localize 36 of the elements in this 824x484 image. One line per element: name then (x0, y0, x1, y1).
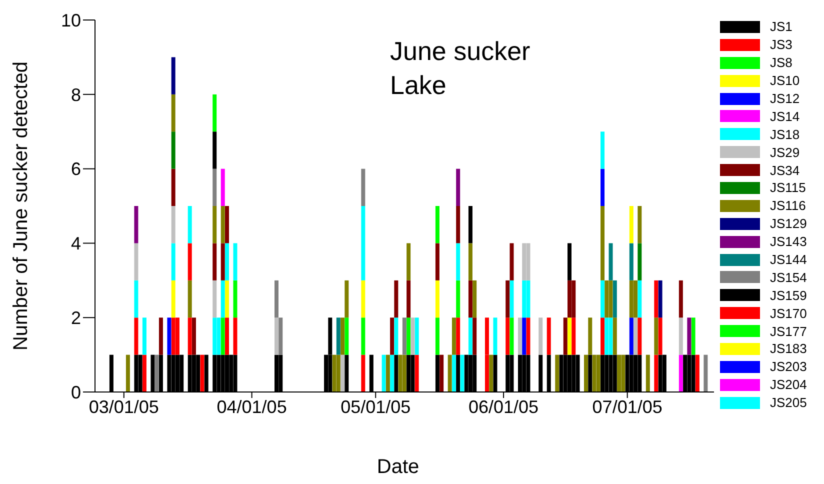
legend-label: JS3 (770, 37, 792, 52)
legend-label: JS116 (770, 198, 806, 214)
x-tick-label: 03/01/05 (88, 396, 159, 417)
legend-label: JS144 (770, 252, 807, 268)
x-axis-title: Date (376, 456, 420, 479)
legend-label: JS10 (770, 73, 800, 88)
y-tick-label: 4 (70, 234, 81, 254)
y-tick-label: 10 (60, 10, 81, 30)
legend-label: JS183 (770, 341, 807, 356)
y-axis-title: Number of June sucker detected (10, 61, 32, 351)
legend-label: JS159 (770, 288, 807, 303)
legend-label: JS14 (770, 108, 800, 124)
legend-label: JS205 (770, 395, 807, 410)
legend-label: JS34 (770, 162, 800, 178)
legend-label: JS203 (770, 359, 807, 374)
x-tick-label: 04/01/05 (216, 396, 287, 417)
x-tick-label: 07/01/05 (592, 396, 662, 417)
legend-label: JS18 (770, 126, 800, 142)
legend-label: JS29 (770, 144, 800, 160)
legend-label: JS143 (770, 234, 807, 250)
legend-label: JS177 (770, 324, 807, 339)
y-tick-label: 6 (70, 159, 81, 180)
legend-label: JS154 (770, 270, 807, 285)
legend-label: JS129 (770, 216, 807, 232)
legend-label: JS8 (770, 55, 792, 70)
legend-label: JS170 (770, 306, 807, 321)
legend-label: JS115 (770, 180, 806, 196)
y-tick-label: 2 (70, 308, 81, 328)
text: June sucker Lake (390, 35, 532, 102)
x-tick-label: 06/01/05 (468, 396, 539, 417)
legend-label: JS1 (770, 19, 792, 34)
legend-label: JS204 (770, 377, 807, 392)
legend-label: JS12 (770, 91, 800, 106)
y-tick-label: 8 (70, 84, 81, 105)
y-tick-label: 0 (70, 382, 81, 402)
x-tick-label: 05/01/05 (340, 396, 411, 417)
